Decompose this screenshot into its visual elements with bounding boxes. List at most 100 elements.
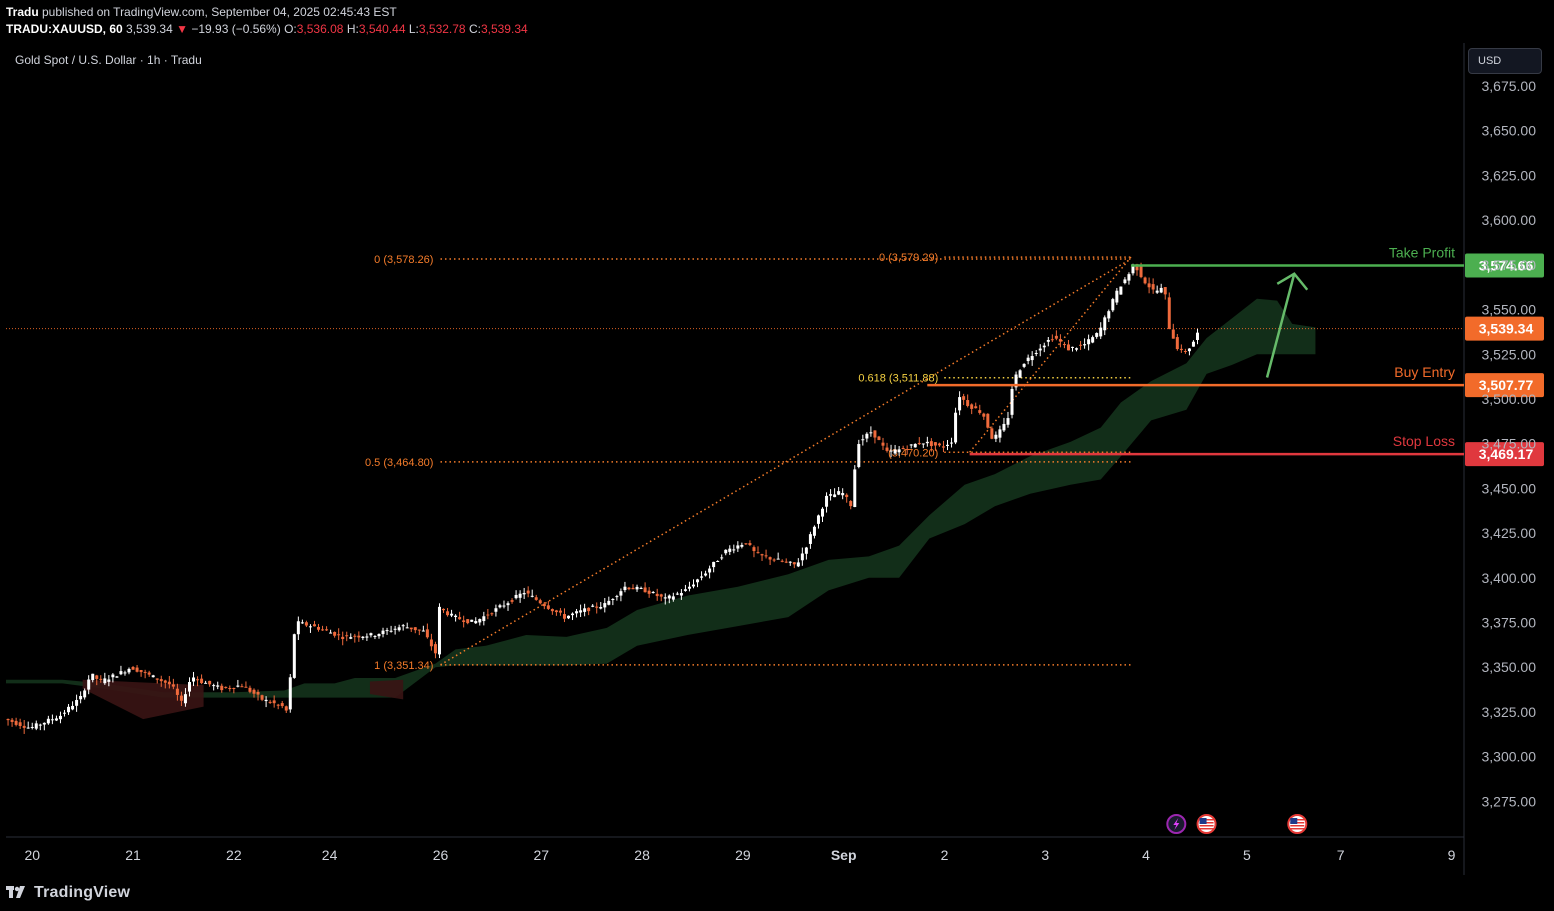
- bull-candle: [377, 634, 381, 637]
- bull-candle: [1195, 332, 1199, 340]
- bear-candle: [1139, 266, 1143, 278]
- bear-candle: [792, 562, 796, 565]
- publisher-name[interactable]: Tradu: [6, 5, 39, 19]
- ichimoku-cloud: [2, 298, 1316, 720]
- time-tick-label: 3: [1041, 847, 1049, 863]
- bull-candle: [921, 443, 925, 445]
- bear-candle: [429, 639, 433, 647]
- bear-candle: [159, 679, 163, 682]
- fib-level-label: 0 (3,578.26): [374, 254, 433, 266]
- bear-candle: [1179, 348, 1183, 351]
- us-flag-event-icon[interactable]: [1287, 814, 1308, 834]
- bull-candle: [216, 685, 220, 687]
- bear-candle: [1066, 344, 1070, 351]
- bull-candle: [34, 723, 38, 729]
- bull-candle: [502, 605, 506, 607]
- bear-candle: [526, 590, 530, 594]
- bull-candle: [639, 587, 643, 589]
- bear-candle: [341, 636, 345, 640]
- bull-candle: [800, 553, 804, 561]
- level-label[interactable]: Stop Loss: [1393, 433, 1455, 449]
- bull-candle: [119, 671, 123, 675]
- bear-candle: [337, 634, 341, 636]
- price-badge-bg: [1465, 373, 1544, 398]
- bull-candle: [869, 432, 873, 434]
- level-label[interactable]: Buy Entry: [1394, 364, 1455, 380]
- bear-candle: [845, 494, 849, 498]
- bull-candle: [950, 442, 954, 444]
- bear-candle: [433, 644, 437, 654]
- time-tick-label: 9: [1448, 847, 1456, 863]
- bull-candle: [812, 526, 816, 536]
- bull-candle: [54, 718, 58, 721]
- bull-candle: [522, 593, 526, 595]
- chart-legend-title[interactable]: Gold Spot / U.S. Dollar · 1h · Tradu: [15, 53, 202, 67]
- chart-area[interactable]: Gold Spot / U.S. Dollar · 1h · Tradu 0 (3…: [2, 43, 1554, 875]
- fib-level-label: 0.5 (3,464.80): [365, 457, 434, 469]
- bull-candle: [91, 673, 95, 681]
- bear-candle: [647, 590, 651, 594]
- bear-candle: [784, 561, 788, 563]
- bear-candle: [1163, 287, 1167, 295]
- level-label[interactable]: Take Profit: [1389, 244, 1455, 260]
- price-axis-badge: 3,469.17: [1465, 442, 1544, 467]
- bull-candle: [740, 544, 744, 547]
- bull-candle: [865, 433, 869, 439]
- bear-candle: [756, 552, 760, 554]
- tradingview-logo-icon[interactable]: [6, 886, 28, 900]
- lightning-event-icon[interactable]: [1166, 814, 1187, 834]
- price-tick-label: 3,675.00: [1482, 78, 1537, 94]
- bear-candle: [1147, 283, 1151, 288]
- bull-candle: [925, 441, 929, 444]
- bull-candle: [67, 706, 71, 713]
- bull-candle: [1119, 286, 1123, 295]
- bear-candle: [417, 629, 421, 631]
- bear-candle: [881, 442, 885, 446]
- bull-candle: [151, 675, 155, 678]
- currency-button[interactable]: USD: [1468, 48, 1542, 74]
- lightning-glyph: [1173, 818, 1180, 830]
- bull-candle: [776, 558, 780, 560]
- bull-candle: [389, 630, 393, 632]
- bear-candle: [917, 442, 921, 445]
- symbol-label[interactable]: TRADU:XAUUSD, 60: [6, 22, 123, 36]
- bull-candle: [615, 596, 619, 598]
- bear-candle: [748, 543, 752, 545]
- bull-candle: [728, 548, 732, 552]
- bull-candle: [300, 622, 304, 624]
- bear-candle: [877, 436, 881, 441]
- bear-candle: [643, 587, 647, 593]
- bull-candle: [26, 727, 30, 729]
- bull-candle: [30, 726, 34, 728]
- bear-candle: [510, 600, 514, 602]
- bear-candle: [1079, 344, 1083, 346]
- bull-candle: [1131, 264, 1135, 274]
- bull-candle: [127, 668, 131, 673]
- bear-candle: [1171, 329, 1175, 339]
- bull-candle: [619, 591, 623, 596]
- bear-candle: [534, 597, 538, 600]
- price-change: −19.93 (−0.56%): [191, 22, 281, 36]
- bull-candle: [1127, 274, 1131, 281]
- flag-stripe: [1290, 825, 1305, 827]
- price-tick-label: 3,300.00: [1482, 749, 1537, 765]
- flag-stripe: [1199, 828, 1214, 830]
- price-badge-text: 3,507.77: [1479, 377, 1534, 393]
- price-chart[interactable]: Gold Spot / U.S. Dollar · 1h · Tradu 0 (3…: [2, 43, 1554, 875]
- event-markers: [1166, 814, 1308, 834]
- bear-candle: [978, 410, 982, 413]
- bull-candle: [111, 674, 115, 678]
- bear-candle: [982, 413, 986, 417]
- tradingview-logo-text[interactable]: TradingView: [34, 884, 131, 901]
- time-tick-label: 7: [1337, 847, 1345, 863]
- bull-candle: [1123, 279, 1127, 284]
- bear-candle: [446, 611, 450, 616]
- bear-candle: [268, 701, 272, 703]
- published-text: published on TradingView.com, September …: [38, 5, 397, 19]
- bear-candle: [1151, 284, 1155, 290]
- bear-candle: [175, 688, 179, 695]
- bull-candle: [853, 469, 857, 508]
- bear-candle: [143, 671, 147, 673]
- bull-candle: [1095, 333, 1099, 337]
- us-flag-event-icon[interactable]: [1196, 814, 1217, 834]
